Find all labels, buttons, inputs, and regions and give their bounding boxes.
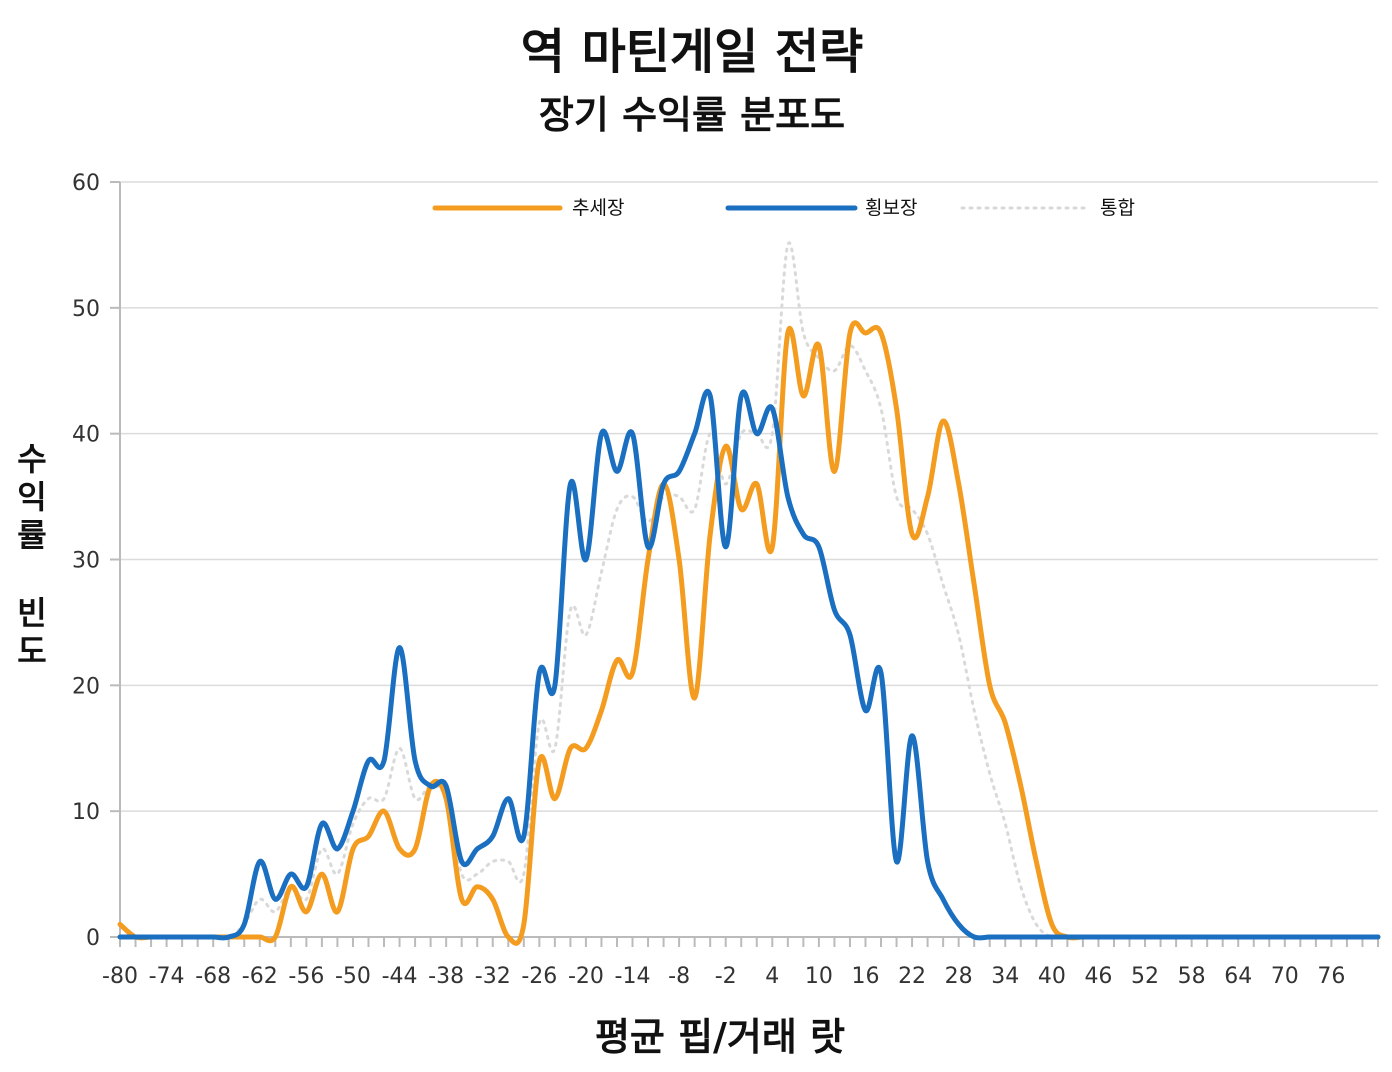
x-tick-label: 22 — [898, 964, 926, 989]
chart-subtitle: 장기 수익률 분포도 — [539, 93, 845, 137]
y-tick-label: 40 — [72, 423, 100, 448]
x-tick-label: -44 — [382, 964, 418, 989]
legend-label: 횡보장 — [865, 197, 917, 219]
x-tick-label: -50 — [335, 964, 371, 989]
y-axis-title-char: 익 — [17, 478, 46, 516]
y-tick-label: 50 — [72, 297, 100, 322]
y-tick-label: 60 — [72, 171, 100, 196]
x-tick-label: -38 — [428, 964, 464, 989]
x-tick-label: 40 — [1038, 964, 1066, 989]
x-tick-label: 64 — [1224, 964, 1252, 989]
axis-layer: 0 10 20 30 40 50 60 -80 -74 -68 -62 -56 -50 -44 -38 -32… — [72, 171, 1379, 989]
x-tick-label: -26 — [521, 964, 557, 989]
chart-title: 역 마틴게일 전략 — [521, 24, 864, 80]
x-tick-label: 28 — [945, 964, 973, 989]
x-tick-label: 52 — [1131, 964, 1159, 989]
x-tick-label: 70 — [1271, 964, 1299, 989]
x-tick-label: 76 — [1317, 964, 1345, 989]
legend: 추세장 횡보장 통합 — [432, 197, 1135, 219]
x-tick-label: -32 — [475, 964, 511, 989]
grid-layer — [120, 181, 1378, 812]
y-axis-title-char: 수 — [17, 440, 46, 478]
x-axis-title: 평균 핍/거래 랏 — [595, 1015, 845, 1059]
y-axis-title-char: 도 — [17, 632, 46, 670]
y-tick-label: 10 — [72, 800, 100, 825]
x-tick-label: -56 — [288, 964, 324, 989]
series-line-횡보장 — [117, 389, 1381, 941]
x-tick-label: -62 — [242, 964, 278, 989]
x-tick-label: 34 — [991, 964, 1019, 989]
x-tick-label: 58 — [1178, 964, 1206, 989]
x-tick-label: -14 — [615, 964, 651, 989]
x-tick-label: 16 — [851, 964, 879, 989]
series-line-통합 — [118, 241, 1380, 940]
y-tick-label: 0 — [86, 926, 100, 951]
x-tick-label: -8 — [668, 964, 690, 989]
x-tick-label: -80 — [102, 964, 138, 989]
y-tick-label: 20 — [72, 674, 100, 699]
x-tick-label: 10 — [805, 964, 833, 989]
y-axis-title-char: 률 — [17, 516, 46, 554]
x-tick-label: 46 — [1084, 964, 1112, 989]
series-layer — [117, 241, 1381, 946]
legend-label: 추세장 — [572, 197, 624, 219]
x-tick-label: -68 — [195, 964, 231, 989]
x-tick-label: -20 — [568, 964, 604, 989]
x-tick-label: 4 — [765, 964, 779, 989]
legend-label: 통합 — [1100, 197, 1135, 219]
y-axis-title-char: 빈 — [17, 594, 46, 632]
x-tick-label: -74 — [149, 964, 185, 989]
y-tick-label: 30 — [72, 549, 100, 574]
x-tick-label: -2 — [715, 964, 737, 989]
